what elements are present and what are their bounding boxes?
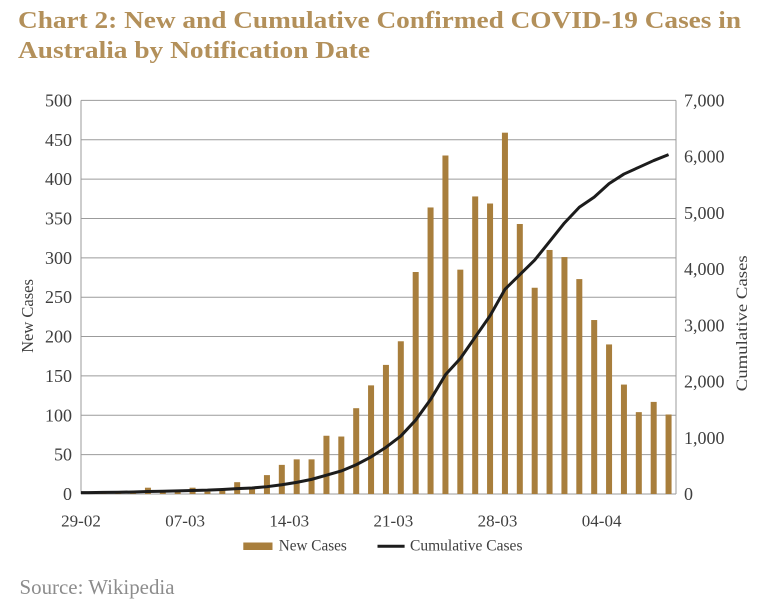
svg-text:0: 0 bbox=[684, 484, 693, 504]
svg-text:0: 0 bbox=[63, 484, 72, 504]
svg-text:500: 500 bbox=[45, 90, 72, 110]
svg-text:2,000: 2,000 bbox=[684, 372, 725, 392]
svg-text:4,000: 4,000 bbox=[684, 259, 725, 279]
svg-text:04-04: 04-04 bbox=[582, 512, 622, 531]
svg-text:7,000: 7,000 bbox=[684, 90, 725, 110]
svg-text:New Cases: New Cases bbox=[18, 279, 37, 353]
svg-text:14-03: 14-03 bbox=[269, 512, 309, 531]
svg-text:New Cases: New Cases bbox=[279, 538, 347, 555]
svg-text:Source: Wikipedia: Source: Wikipedia bbox=[20, 575, 176, 599]
svg-text:28-03: 28-03 bbox=[478, 512, 518, 531]
svg-text:300: 300 bbox=[45, 248, 72, 268]
svg-text:50: 50 bbox=[54, 445, 72, 465]
svg-text:5,000: 5,000 bbox=[684, 203, 725, 223]
svg-text:3,000: 3,000 bbox=[684, 315, 725, 335]
svg-text:Cumulative Cases: Cumulative Cases bbox=[734, 255, 751, 391]
svg-text:29-02: 29-02 bbox=[61, 512, 101, 531]
svg-text:250: 250 bbox=[45, 287, 72, 307]
svg-text:350: 350 bbox=[45, 208, 72, 228]
svg-text:200: 200 bbox=[45, 327, 72, 347]
svg-text:100: 100 bbox=[45, 405, 72, 425]
svg-text:6,000: 6,000 bbox=[684, 147, 725, 167]
svg-text:21-03: 21-03 bbox=[374, 512, 414, 531]
svg-text:07-03: 07-03 bbox=[165, 512, 205, 531]
svg-text:150: 150 bbox=[45, 366, 72, 386]
svg-text:400: 400 bbox=[45, 169, 72, 189]
svg-text:1,000: 1,000 bbox=[684, 428, 725, 448]
svg-text:450: 450 bbox=[45, 130, 72, 150]
svg-text:Australia by Notification Date: Australia by Notification Date bbox=[18, 38, 370, 64]
svg-text:Cumulative Cases: Cumulative Cases bbox=[410, 538, 523, 555]
svg-text:Chart 2: New and Cumulative Co: Chart 2: New and Cumulative Confirmed CO… bbox=[18, 8, 741, 34]
